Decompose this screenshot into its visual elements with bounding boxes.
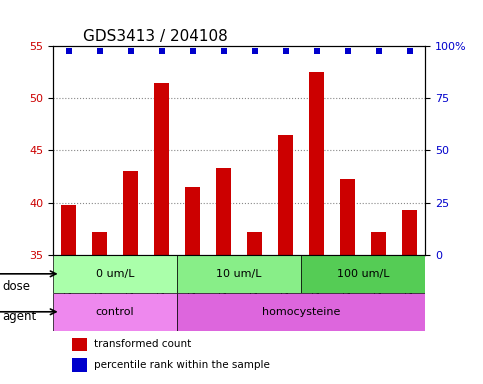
Bar — [72, 338, 86, 351]
Bar — [247, 232, 262, 255]
Bar — [72, 358, 86, 372]
Text: percentile rank within the sample: percentile rank within the sample — [94, 360, 270, 370]
Point — [220, 48, 227, 55]
Bar — [278, 135, 293, 255]
Text: transformed count: transformed count — [94, 339, 191, 349]
FancyBboxPatch shape — [53, 255, 177, 293]
Text: agent: agent — [2, 310, 37, 323]
Text: control: control — [96, 307, 134, 317]
Point — [251, 48, 258, 55]
Bar — [371, 232, 386, 255]
Text: 0 um/L: 0 um/L — [96, 269, 134, 279]
FancyBboxPatch shape — [53, 293, 177, 331]
Point — [65, 48, 72, 55]
Text: homocysteine: homocysteine — [262, 307, 340, 317]
Point — [344, 48, 352, 55]
Bar — [309, 72, 324, 255]
Point — [406, 48, 413, 55]
Bar — [402, 210, 417, 255]
Bar — [154, 83, 170, 255]
Bar — [92, 232, 107, 255]
Point — [158, 48, 166, 55]
FancyBboxPatch shape — [301, 255, 425, 293]
Bar — [123, 171, 138, 255]
Point — [127, 48, 134, 55]
Text: dose: dose — [2, 280, 30, 293]
Text: GDS3413 / 204108: GDS3413 / 204108 — [83, 28, 227, 43]
Bar — [61, 205, 76, 255]
Bar — [340, 179, 355, 255]
Point — [189, 48, 197, 55]
FancyBboxPatch shape — [177, 255, 301, 293]
Point — [282, 48, 289, 55]
Bar — [185, 187, 200, 255]
Text: 100 um/L: 100 um/L — [337, 269, 389, 279]
Bar — [216, 168, 231, 255]
FancyBboxPatch shape — [177, 293, 425, 331]
Text: 10 um/L: 10 um/L — [216, 269, 262, 279]
Point — [96, 48, 103, 55]
Point — [313, 48, 320, 55]
Point — [375, 48, 383, 55]
